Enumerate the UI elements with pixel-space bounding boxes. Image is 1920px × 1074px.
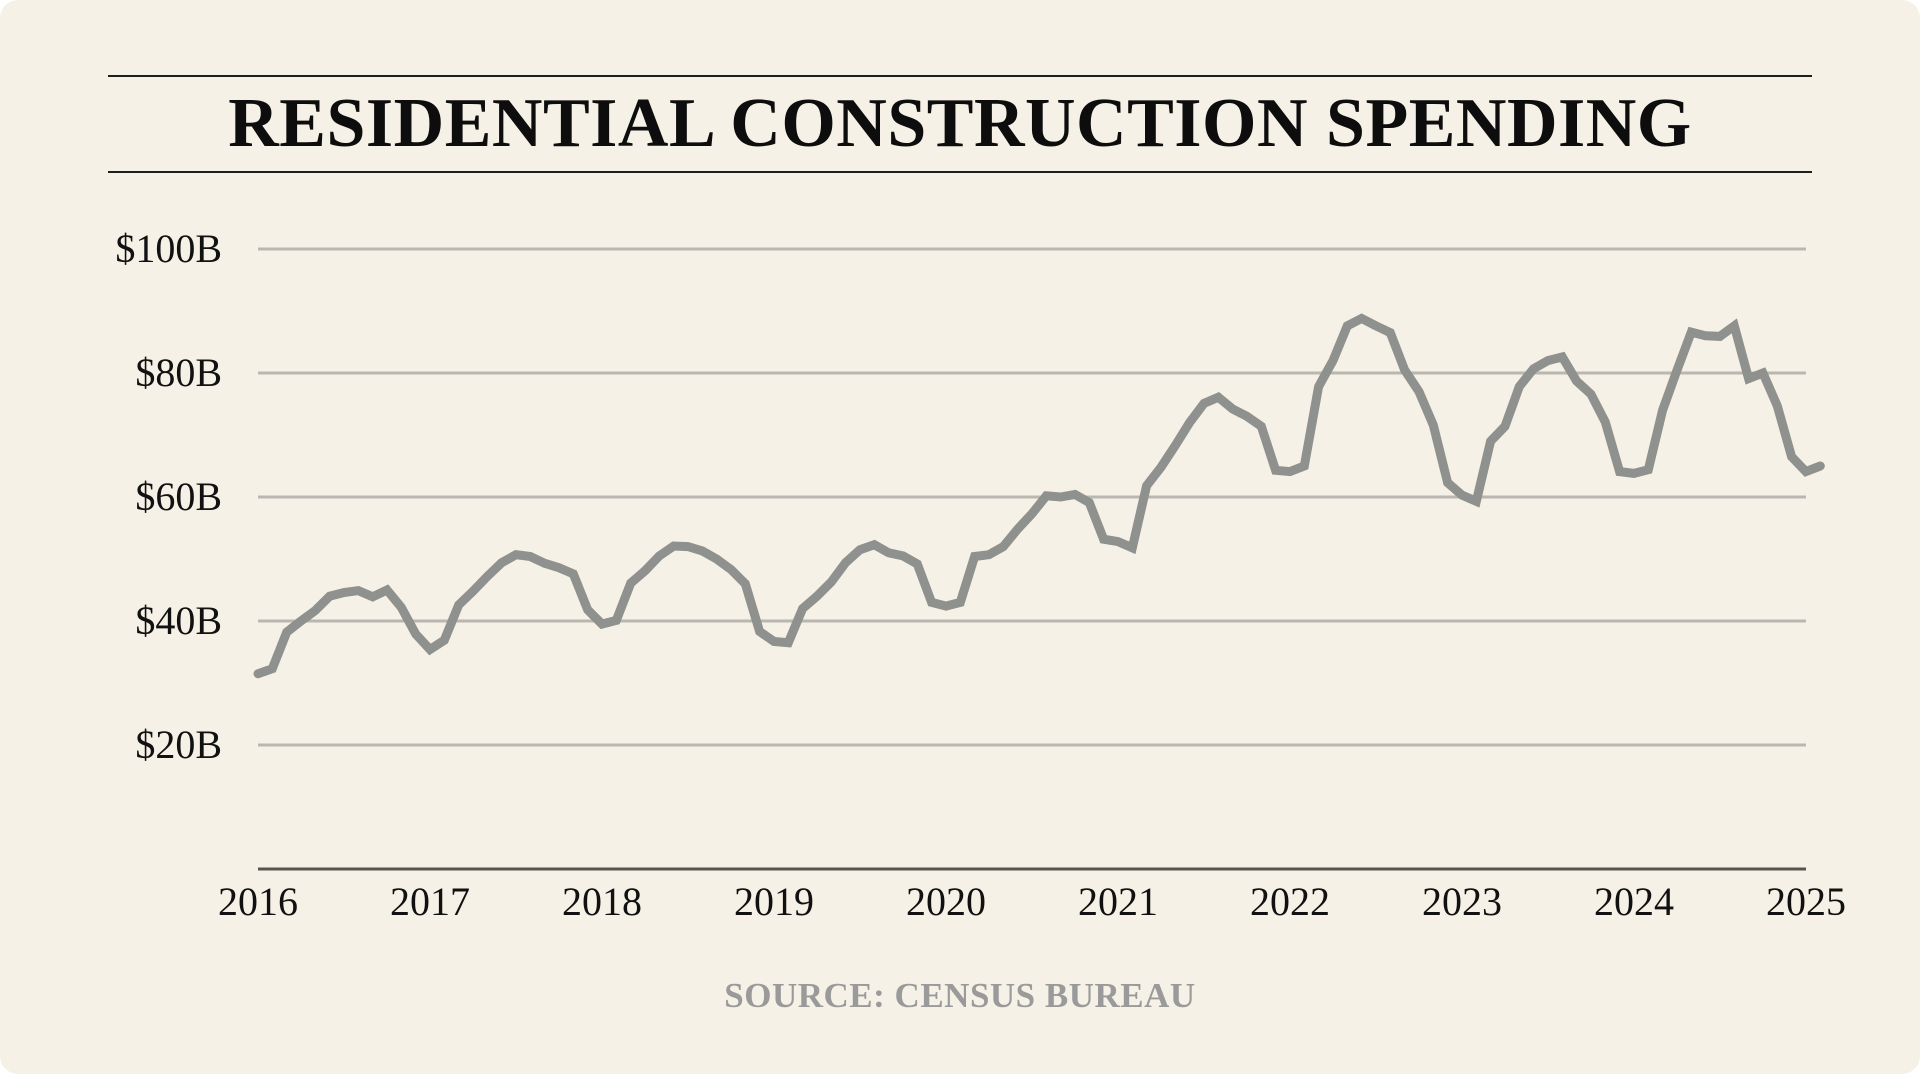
y-tick-label: $20B <box>135 722 222 767</box>
y-tick-label: $100B <box>115 226 222 271</box>
y-axis-tick-labels: $20B $40B $60B $80B $100B <box>115 226 222 767</box>
series-group <box>253 313 1825 679</box>
series-line <box>253 313 1825 679</box>
x-tick-label: 2017 <box>390 879 470 924</box>
source-note: SOURCE: CENSUS BUREAU <box>724 976 1196 1015</box>
x-tick-label: 2025 <box>1766 879 1846 924</box>
title-bottom-rule <box>108 171 1812 173</box>
title-top-rule <box>108 75 1812 77</box>
chart-title: RESIDENTIAL CONSTRUCTION SPENDING <box>228 85 1692 162</box>
x-tick-label: 2019 <box>734 879 814 924</box>
x-axis-tick-labels: 2016 2017 2018 2019 2020 2021 2022 2023 2024 2025 <box>218 879 1846 924</box>
y-tick-label: $60B <box>135 474 222 519</box>
x-tick-label: 2020 <box>906 879 986 924</box>
x-tick-label: 2021 <box>1078 879 1158 924</box>
gridlines <box>258 247 1806 747</box>
x-tick-label: 2018 <box>562 879 642 924</box>
y-tick-label: $80B <box>135 350 222 395</box>
y-tick-label: $40B <box>135 598 222 643</box>
x-tick-label: 2024 <box>1594 879 1674 924</box>
x-tick-label: 2023 <box>1422 879 1502 924</box>
x-tick-label: 2022 <box>1250 879 1330 924</box>
x-tick-label: 2016 <box>218 879 298 924</box>
